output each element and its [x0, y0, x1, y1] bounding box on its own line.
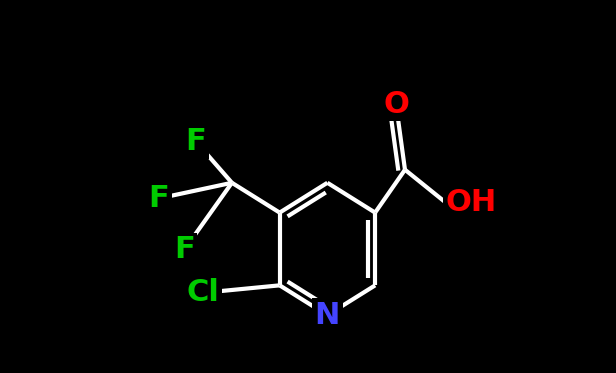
Text: Cl: Cl	[187, 278, 219, 307]
Text: F: F	[148, 184, 169, 213]
Text: F: F	[186, 127, 206, 156]
Text: F: F	[174, 235, 195, 264]
Text: OH: OH	[445, 188, 496, 217]
Text: O: O	[383, 90, 409, 119]
Text: N: N	[315, 301, 340, 330]
